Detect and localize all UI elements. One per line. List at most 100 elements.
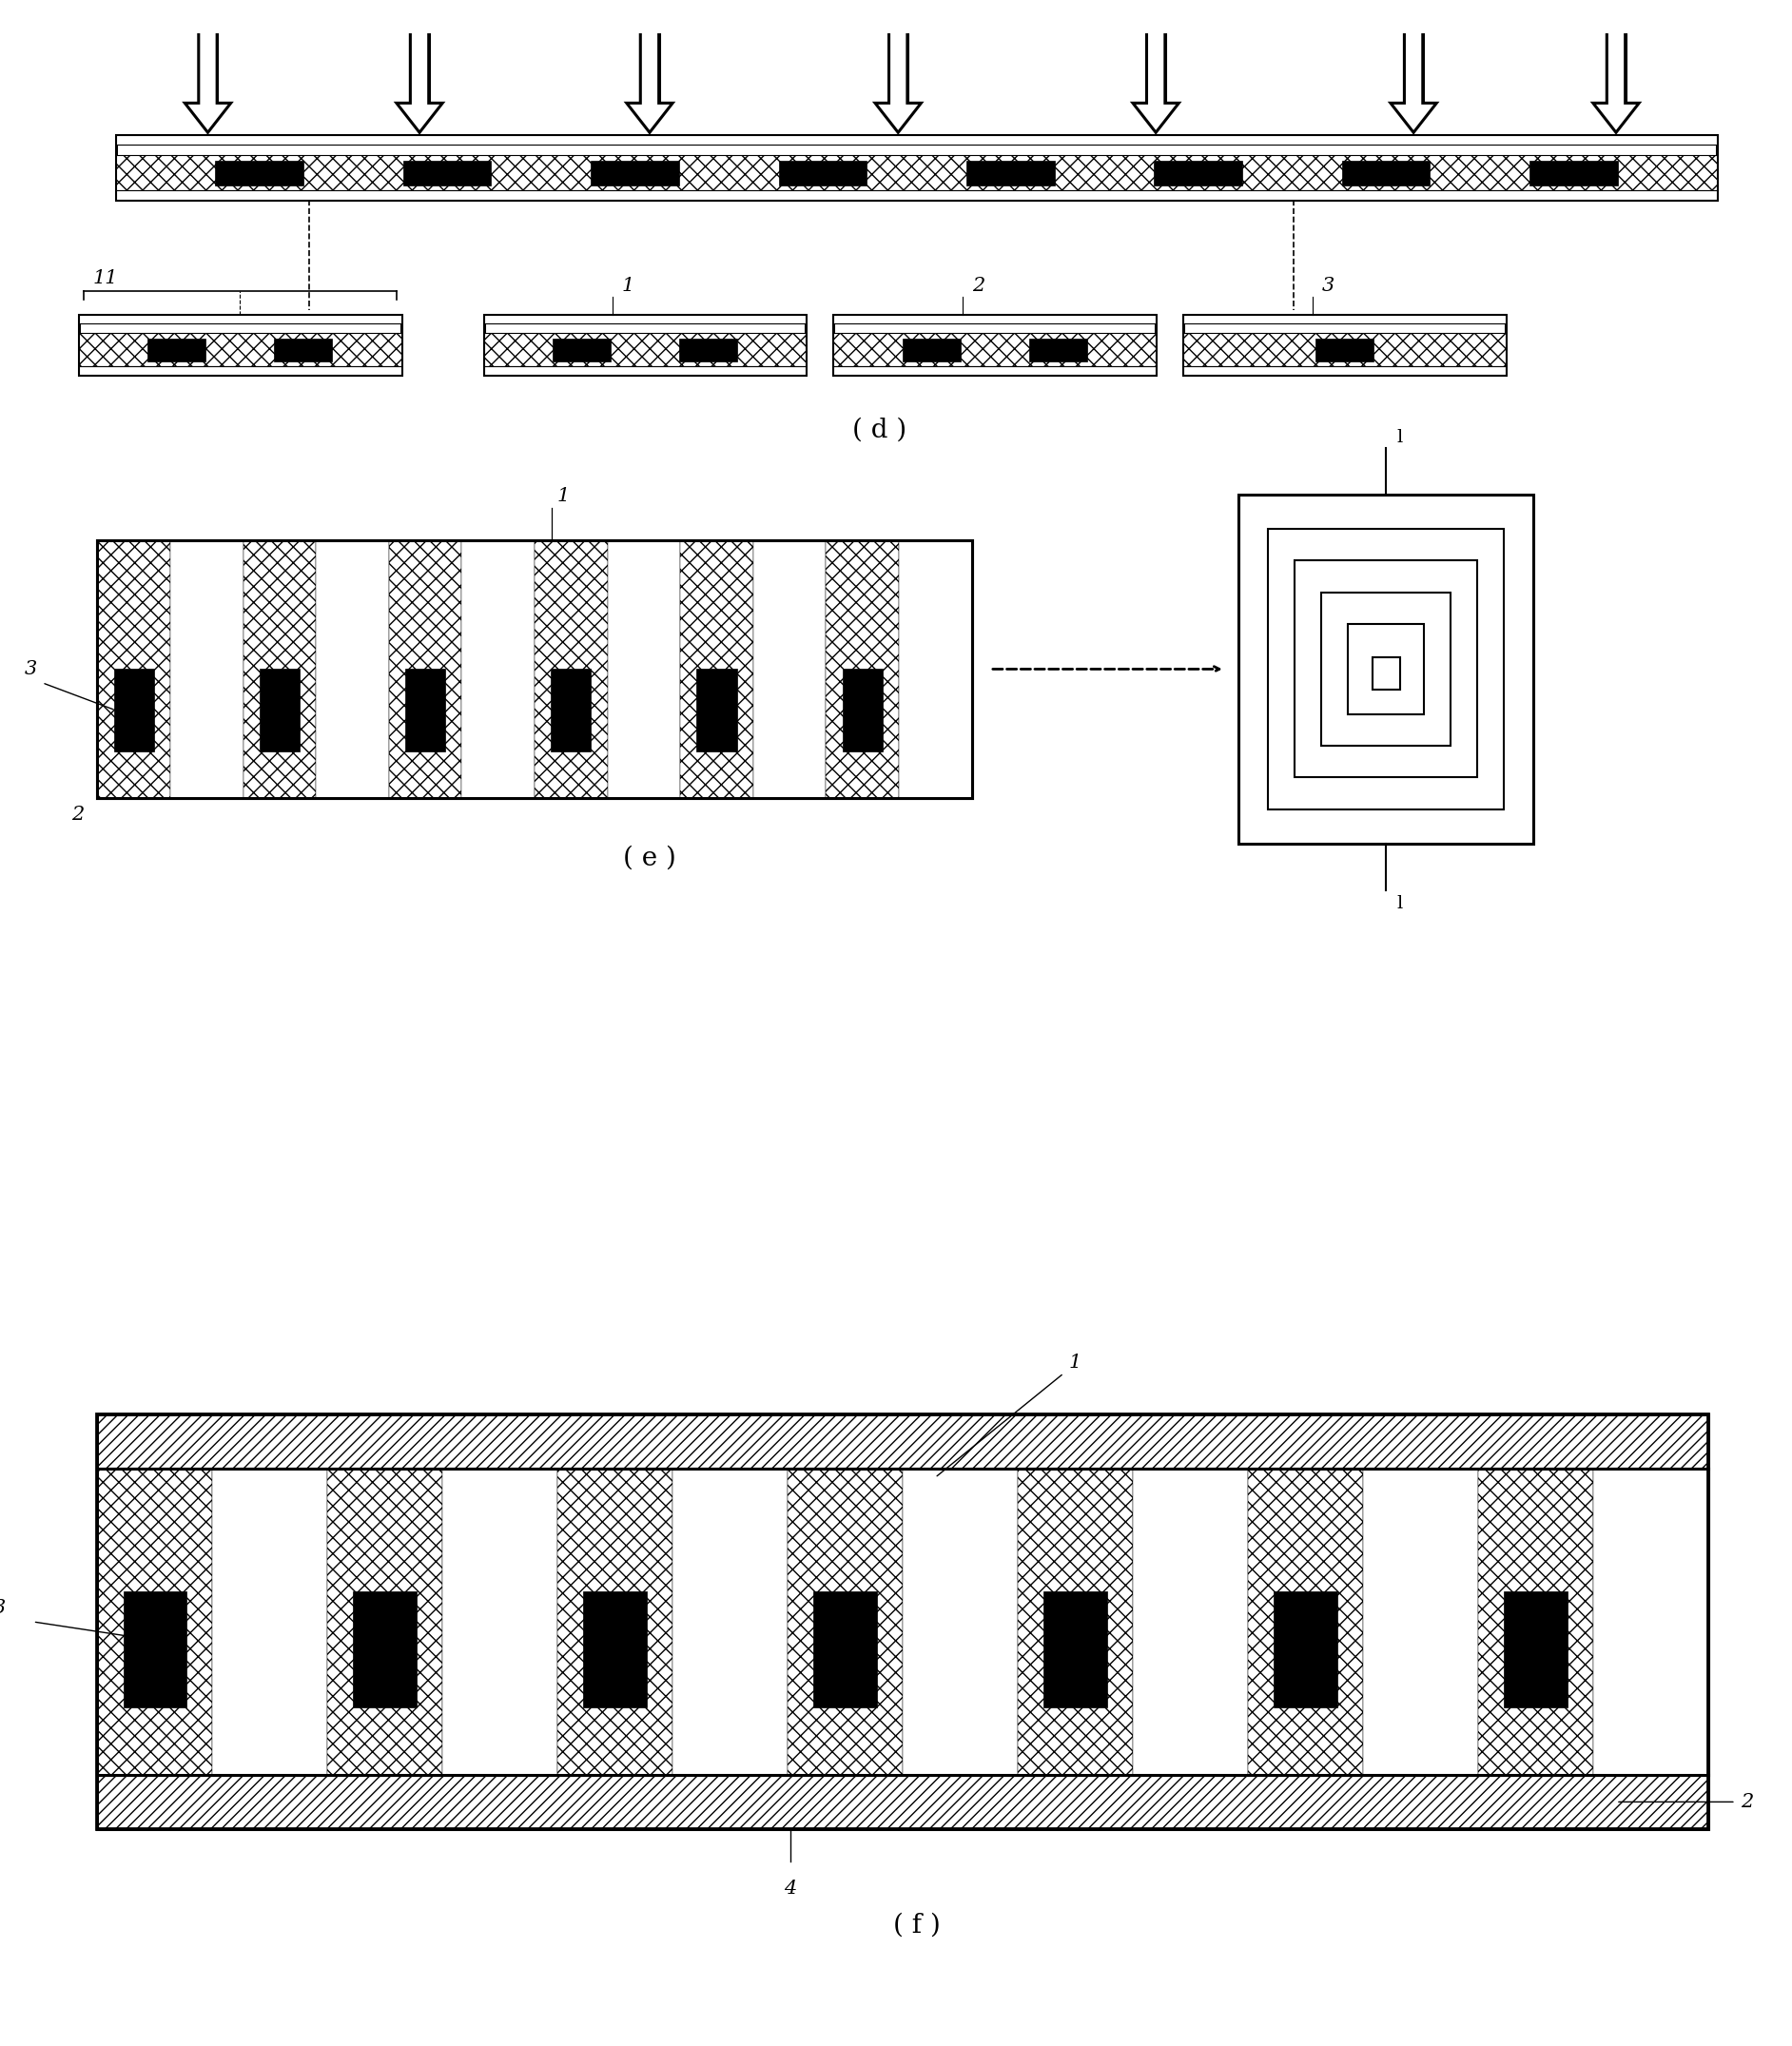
- Bar: [1183, 333, 1505, 366]
- Text: ( f ): ( f ): [892, 1913, 941, 1938]
- Bar: [462, 540, 534, 798]
- Text: l: l: [1398, 430, 1403, 446]
- Bar: [124, 1592, 186, 1708]
- Bar: [552, 338, 611, 362]
- Bar: [1530, 160, 1618, 186]
- Bar: [147, 338, 206, 362]
- Bar: [403, 160, 491, 186]
- Bar: [484, 315, 806, 323]
- Bar: [778, 160, 867, 186]
- Text: 2: 2: [1740, 1792, 1753, 1811]
- Bar: [681, 540, 753, 798]
- Bar: [1247, 1469, 1364, 1776]
- Text: 3: 3: [0, 1600, 5, 1616]
- Bar: [584, 1592, 647, 1708]
- Bar: [1183, 315, 1505, 374]
- Bar: [966, 160, 1054, 186]
- Bar: [113, 669, 154, 751]
- Polygon shape: [627, 25, 672, 133]
- Bar: [1154, 160, 1242, 186]
- Bar: [1503, 1592, 1568, 1708]
- Polygon shape: [1391, 25, 1437, 133]
- Bar: [889, 25, 907, 102]
- Polygon shape: [1133, 25, 1179, 133]
- Bar: [534, 540, 607, 798]
- Bar: [353, 1592, 416, 1708]
- Bar: [116, 190, 1717, 201]
- Bar: [410, 25, 428, 102]
- Bar: [260, 669, 299, 751]
- Bar: [903, 1469, 1018, 1776]
- Text: ( d ): ( d ): [853, 417, 907, 442]
- Bar: [1269, 530, 1503, 808]
- Bar: [328, 1469, 443, 1776]
- Bar: [833, 333, 1156, 366]
- Bar: [97, 1414, 1708, 1469]
- Polygon shape: [874, 25, 921, 133]
- Bar: [1315, 338, 1373, 362]
- Bar: [833, 315, 1156, 374]
- Polygon shape: [396, 25, 443, 133]
- Bar: [97, 540, 971, 798]
- Bar: [97, 1469, 213, 1776]
- Text: 2: 2: [971, 276, 984, 295]
- Bar: [116, 155, 1717, 190]
- Bar: [443, 1469, 557, 1776]
- Bar: [79, 315, 401, 323]
- Bar: [1029, 338, 1088, 362]
- Bar: [1147, 25, 1165, 102]
- Bar: [1183, 366, 1505, 374]
- Bar: [116, 135, 1717, 145]
- Bar: [672, 1469, 788, 1776]
- Bar: [405, 669, 444, 751]
- Bar: [199, 25, 217, 102]
- Bar: [79, 366, 401, 374]
- Bar: [213, 1469, 328, 1776]
- Bar: [1018, 1469, 1133, 1776]
- Polygon shape: [185, 25, 231, 133]
- Bar: [788, 1469, 903, 1776]
- Bar: [97, 1414, 1708, 1829]
- Bar: [697, 669, 737, 751]
- Bar: [484, 366, 806, 374]
- Bar: [1238, 495, 1534, 845]
- Text: 1: 1: [1068, 1352, 1081, 1371]
- Bar: [1478, 1469, 1593, 1776]
- Bar: [315, 540, 389, 798]
- Bar: [1364, 1469, 1478, 1776]
- Bar: [826, 540, 900, 798]
- Bar: [389, 540, 462, 798]
- Text: 1: 1: [557, 487, 570, 505]
- Text: 3: 3: [1321, 276, 1333, 295]
- Bar: [1348, 624, 1425, 714]
- Bar: [833, 315, 1156, 323]
- Bar: [640, 25, 659, 102]
- Bar: [97, 1469, 1708, 1776]
- Bar: [97, 1776, 1708, 1829]
- Bar: [753, 540, 826, 798]
- Bar: [591, 160, 679, 186]
- Bar: [170, 540, 244, 798]
- Bar: [557, 1469, 672, 1776]
- Text: 3: 3: [25, 661, 38, 677]
- Text: ( e ): ( e ): [624, 845, 676, 872]
- Bar: [1321, 591, 1452, 747]
- Bar: [900, 540, 971, 798]
- Bar: [215, 160, 303, 186]
- Bar: [607, 540, 681, 798]
- Bar: [1607, 25, 1625, 102]
- Bar: [97, 540, 971, 798]
- Bar: [1342, 160, 1430, 186]
- Bar: [1373, 657, 1400, 690]
- Bar: [842, 669, 882, 751]
- Bar: [79, 315, 401, 374]
- Bar: [484, 333, 806, 366]
- Bar: [244, 540, 315, 798]
- Bar: [484, 315, 806, 374]
- Bar: [97, 540, 170, 798]
- Bar: [274, 338, 332, 362]
- Bar: [1405, 25, 1423, 102]
- Bar: [97, 1469, 1708, 1776]
- Bar: [679, 338, 737, 362]
- Bar: [1274, 1592, 1337, 1708]
